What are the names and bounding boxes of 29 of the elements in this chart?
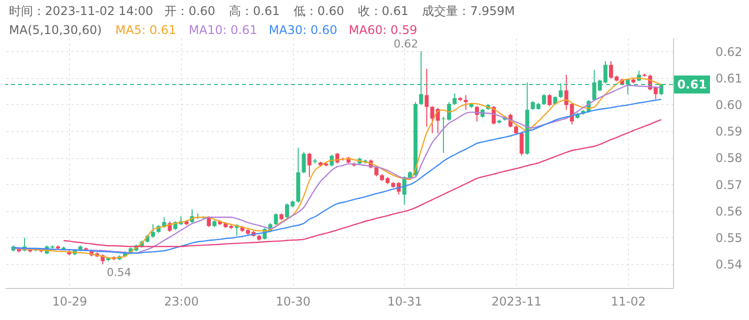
text: 高：0.61 (229, 4, 280, 18)
y-tick-label: 0.57 (716, 178, 742, 192)
y-tick-label: 0.55 (716, 230, 742, 245)
ref-line-label: 0.61 (677, 78, 707, 92)
y-tick-label: 0.56 (716, 204, 742, 218)
x-tick-label: 2023-11 (492, 294, 542, 308)
annotation: 0.62 (394, 37, 418, 50)
y-tick-label: 0.61 (716, 71, 742, 86)
annotation: 0.54 (106, 266, 132, 280)
x-tick-label: 23:00 (164, 294, 199, 308)
text: 时间：2023-11-02 14:00 (9, 4, 154, 18)
x-tick-label: 10-30 (276, 294, 311, 308)
x-tick-label: 10-29 (52, 294, 88, 308)
y-tick-label: 0.62 (716, 44, 742, 59)
y-tick-label: 0.58 (716, 151, 742, 166)
y-tick-label: 0.60 (716, 98, 742, 112)
legend-title: MA(5,10,30,60) (9, 23, 102, 37)
y-tick-label: 0.59 (716, 124, 742, 139)
text: MA30: 0.60 (268, 23, 338, 37)
text: 收：0.61 (358, 4, 409, 18)
text: 低：0.60 (293, 4, 344, 18)
text: 开：0.60 (164, 4, 216, 18)
x-tick-label: 10-31 (387, 294, 422, 308)
text: MA60: 0.59 (348, 23, 418, 37)
x-tick-label: 11-02 (610, 294, 646, 308)
y-tick-label: 0.54 (716, 258, 742, 272)
text: MA10: 0.61 (188, 23, 258, 37)
text: MA5: 0.61 (115, 23, 176, 37)
text: 成交量：7.959M (422, 4, 515, 18)
